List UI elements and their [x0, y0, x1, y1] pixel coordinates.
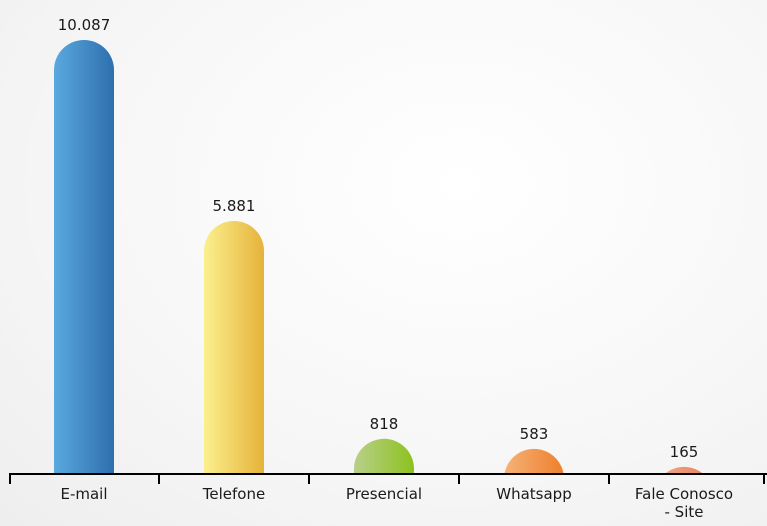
bar — [204, 220, 264, 474]
bar — [354, 438, 414, 474]
category-labels-group: E-mail Telefone Presencial Whatsapp Fale Con… — [60, 485, 733, 521]
value-label: 10.087 — [58, 16, 111, 34]
bar — [504, 448, 564, 474]
value-label: 165 — [670, 443, 699, 461]
category-label: - Site — [665, 503, 704, 521]
bars-group — [54, 40, 704, 474]
value-label: 818 — [370, 415, 399, 433]
x-axis — [9, 473, 767, 484]
category-label: E-mail — [60, 485, 107, 503]
category-label: Telefone — [202, 485, 265, 503]
category-label: Whatsapp — [496, 485, 571, 503]
bar — [54, 40, 114, 474]
category-label: Presencial — [346, 485, 422, 503]
value-labels-group: 10.087 5.881 818 583 165 — [58, 16, 699, 461]
bar — [664, 466, 704, 474]
value-label: 583 — [520, 425, 549, 443]
value-label: 5.881 — [213, 197, 256, 215]
category-label: Fale Conosco — [635, 485, 733, 503]
